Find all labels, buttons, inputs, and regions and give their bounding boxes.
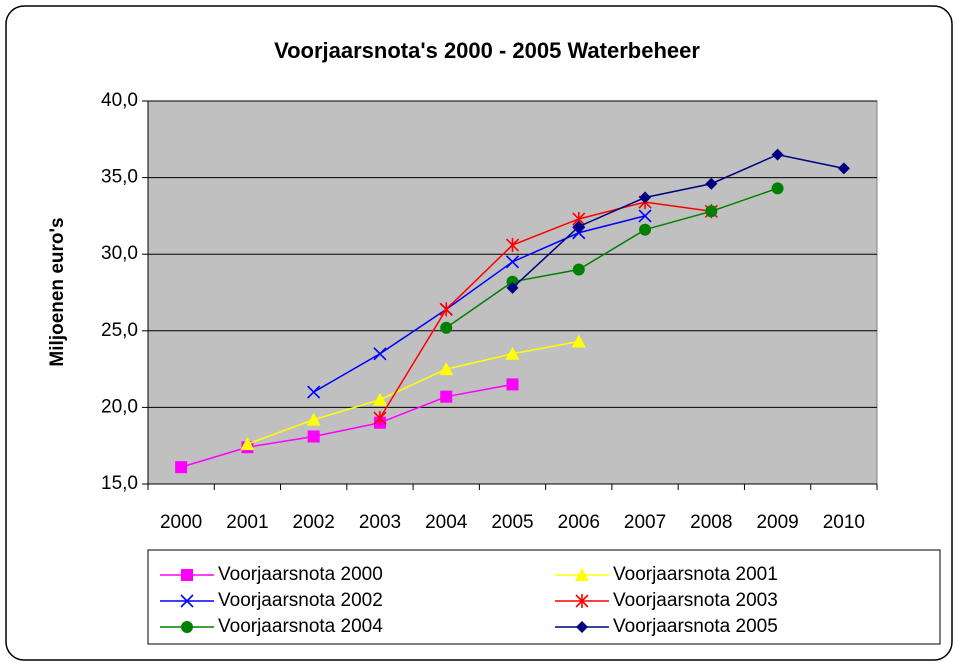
legend-label: Voorjaarsnota 2005 xyxy=(613,616,778,637)
series-line xyxy=(379,201,712,419)
marker xyxy=(240,437,255,451)
series-line xyxy=(511,153,845,289)
marker xyxy=(175,461,188,474)
x-tick-label: 2002 xyxy=(293,512,335,533)
marker xyxy=(181,621,193,633)
series-line xyxy=(247,340,579,445)
series-line xyxy=(313,215,646,393)
marker xyxy=(506,378,519,391)
marker xyxy=(705,177,718,190)
marker xyxy=(837,162,850,175)
y-tick-label: 30,0 xyxy=(101,243,138,264)
series-line xyxy=(445,187,778,329)
y-tick-label: 15,0 xyxy=(101,473,138,494)
x-tick-label: 2008 xyxy=(690,512,732,533)
marker xyxy=(705,205,718,218)
y-tick-label: 35,0 xyxy=(101,167,138,188)
marker xyxy=(307,430,320,443)
marker xyxy=(307,385,321,399)
x-tick-label: 2003 xyxy=(359,512,401,533)
marker xyxy=(440,390,453,403)
y-tick-label: 20,0 xyxy=(101,396,138,417)
y-axis-label: Miljoenen euro's xyxy=(47,217,68,366)
x-tick-label: 2001 xyxy=(226,512,268,533)
marker xyxy=(575,594,589,608)
y-tick-label: 40,0 xyxy=(101,90,138,111)
marker xyxy=(439,362,454,376)
marker xyxy=(571,334,586,348)
marker xyxy=(575,568,589,581)
x-tick-label: 2010 xyxy=(823,512,865,533)
marker xyxy=(180,594,194,608)
marker xyxy=(771,148,784,161)
legend-label: Voorjaarsnota 2004 xyxy=(218,616,383,637)
marker xyxy=(506,281,519,294)
marker xyxy=(440,321,453,334)
marker xyxy=(576,621,588,633)
marker xyxy=(639,223,652,236)
series-line xyxy=(180,383,513,468)
marker xyxy=(505,255,520,269)
marker xyxy=(572,220,585,233)
marker xyxy=(639,191,652,204)
y-tick-label: 25,0 xyxy=(101,320,138,341)
x-tick-label: 2005 xyxy=(491,512,533,533)
marker xyxy=(373,411,387,426)
marker xyxy=(505,238,520,253)
marker xyxy=(572,263,585,276)
marker xyxy=(373,347,387,361)
marker xyxy=(505,346,520,360)
x-tick-label: 2009 xyxy=(756,512,798,533)
marker xyxy=(439,302,453,317)
x-tick-label: 2007 xyxy=(624,512,666,533)
x-tick-label: 2004 xyxy=(425,512,468,533)
x-tick-label: 2000 xyxy=(160,512,202,533)
legend-label: Voorjaarsnota 2000 xyxy=(218,564,383,585)
legend-box xyxy=(147,549,941,645)
marker xyxy=(771,182,784,195)
chart-title: Voorjaarsnota's 2000 - 2005 Waterbeheer xyxy=(274,38,700,63)
marker xyxy=(638,209,652,223)
legend-label: Voorjaarsnota 2003 xyxy=(613,590,778,611)
marker xyxy=(306,412,321,426)
legend-label: Voorjaarsnota 2002 xyxy=(218,590,383,611)
marker xyxy=(572,226,586,240)
legend-label: Voorjaarsnota 2001 xyxy=(613,564,778,585)
x-tick-label: 2006 xyxy=(558,512,600,533)
marker xyxy=(372,392,387,406)
marker xyxy=(181,569,193,581)
